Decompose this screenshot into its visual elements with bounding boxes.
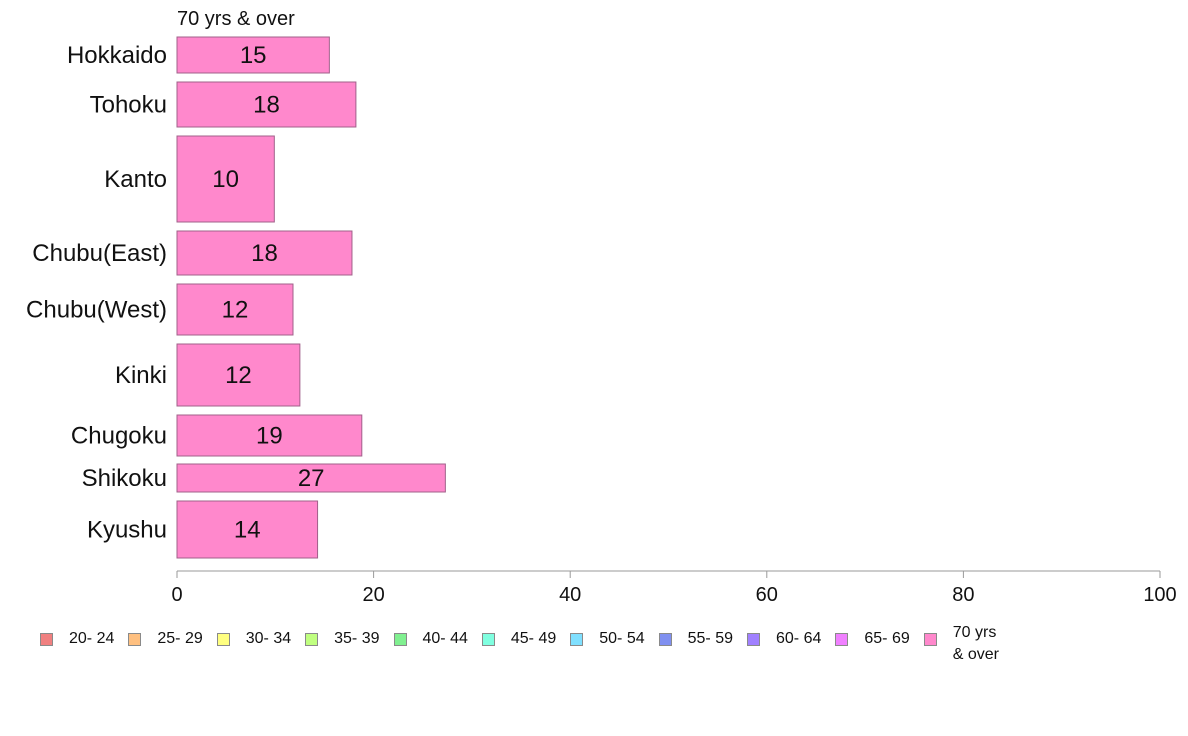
bar [176, 343, 301, 407]
legend-swatch [481, 633, 495, 646]
x-tick-label: 60 [756, 584, 778, 606]
legend-swatch [305, 633, 319, 646]
x-axis: 0 20 40 60 80 100 [171, 570, 1177, 606]
data-label: 10 [212, 166, 239, 193]
legend-swatch [216, 633, 230, 646]
category-label: Tohoku [90, 92, 167, 119]
bars-group: Hokkaido 15 Tohoku 18 Kanto 10 Chubu(East) 18 Ch… [26, 36, 446, 559]
data-label: 15 [240, 42, 267, 69]
x-tick-label: 80 [952, 584, 974, 606]
legend-label: 65- 69 [864, 630, 910, 647]
data-label: 12 [222, 297, 249, 324]
bar [176, 414, 363, 457]
category-label: Hokkaido [67, 42, 167, 69]
legend-label: 35- 39 [334, 630, 380, 647]
category-label: Kinki [115, 362, 167, 389]
x-tick-label: 40 [559, 584, 581, 606]
bar [176, 463, 446, 493]
legend-item: 40- 44 [393, 622, 468, 649]
legend-label: 55- 59 [687, 630, 733, 647]
legend-label: 70 yrs & over [952, 624, 999, 663]
category-label: Chugoku [71, 423, 167, 450]
bar [176, 230, 353, 276]
category-label: Kyushu [87, 517, 167, 544]
legend-label: 40- 44 [422, 630, 468, 647]
legend-swatch [40, 633, 53, 646]
category-label: Chubu(East) [32, 240, 167, 267]
category-label: Shikoku [82, 465, 167, 492]
category-label: Kanto [104, 166, 167, 193]
bar [176, 36, 330, 74]
legend-swatch [923, 633, 937, 646]
x-tick-label: 0 [171, 584, 182, 606]
legend-item: 60- 64 [747, 622, 821, 649]
legend-item: 55- 59 [658, 622, 733, 649]
data-label: 18 [253, 92, 280, 119]
bar-chart: 70 yrs & over Hokkaido 15 Tohoku 18 Kanto 10 C… [26, 8, 1177, 606]
legend-item: 35- 39 [305, 622, 380, 649]
legend-swatch [393, 633, 407, 646]
legend-label: 45- 49 [510, 630, 557, 647]
legend: 20- 24 25- 29 30- 34 35- 39 40- 44 45- 49 50- … [40, 622, 1013, 666]
category-label: Chubu(West) [26, 297, 167, 324]
legend-label: 50- 54 [599, 630, 645, 647]
legend-label: 25- 29 [157, 630, 203, 647]
legend-swatch [747, 633, 760, 646]
data-label: 14 [234, 517, 261, 544]
legend-item: 65- 69 [835, 622, 910, 649]
legend-item: 20- 24 [40, 622, 114, 649]
legend-label: 60- 64 [776, 630, 822, 647]
x-tick-label: 100 [1143, 584, 1176, 606]
bar [176, 500, 319, 559]
legend-item: 25- 29 [128, 622, 203, 649]
legend-label: 20- 24 [69, 630, 115, 647]
x-tick-label: 20 [362, 584, 384, 606]
legend-swatch [835, 633, 849, 646]
legend-swatch [658, 633, 672, 646]
legend-item: 50- 54 [570, 622, 645, 649]
legend-item: 30- 34 [216, 622, 292, 649]
data-label: 27 [298, 465, 325, 492]
legend-item: 45- 49 [481, 622, 557, 649]
bar [176, 81, 357, 128]
data-label: 12 [225, 362, 252, 389]
bar [176, 283, 294, 336]
legend-swatch [128, 633, 142, 646]
legend-item: 70 yrs & over [923, 622, 999, 666]
chart-title: 70 yrs & over [177, 8, 295, 30]
legend-swatch [570, 633, 584, 646]
bar [176, 135, 275, 223]
data-label: 18 [251, 240, 278, 267]
data-label: 19 [256, 423, 283, 450]
legend-label: 30- 34 [245, 630, 292, 647]
